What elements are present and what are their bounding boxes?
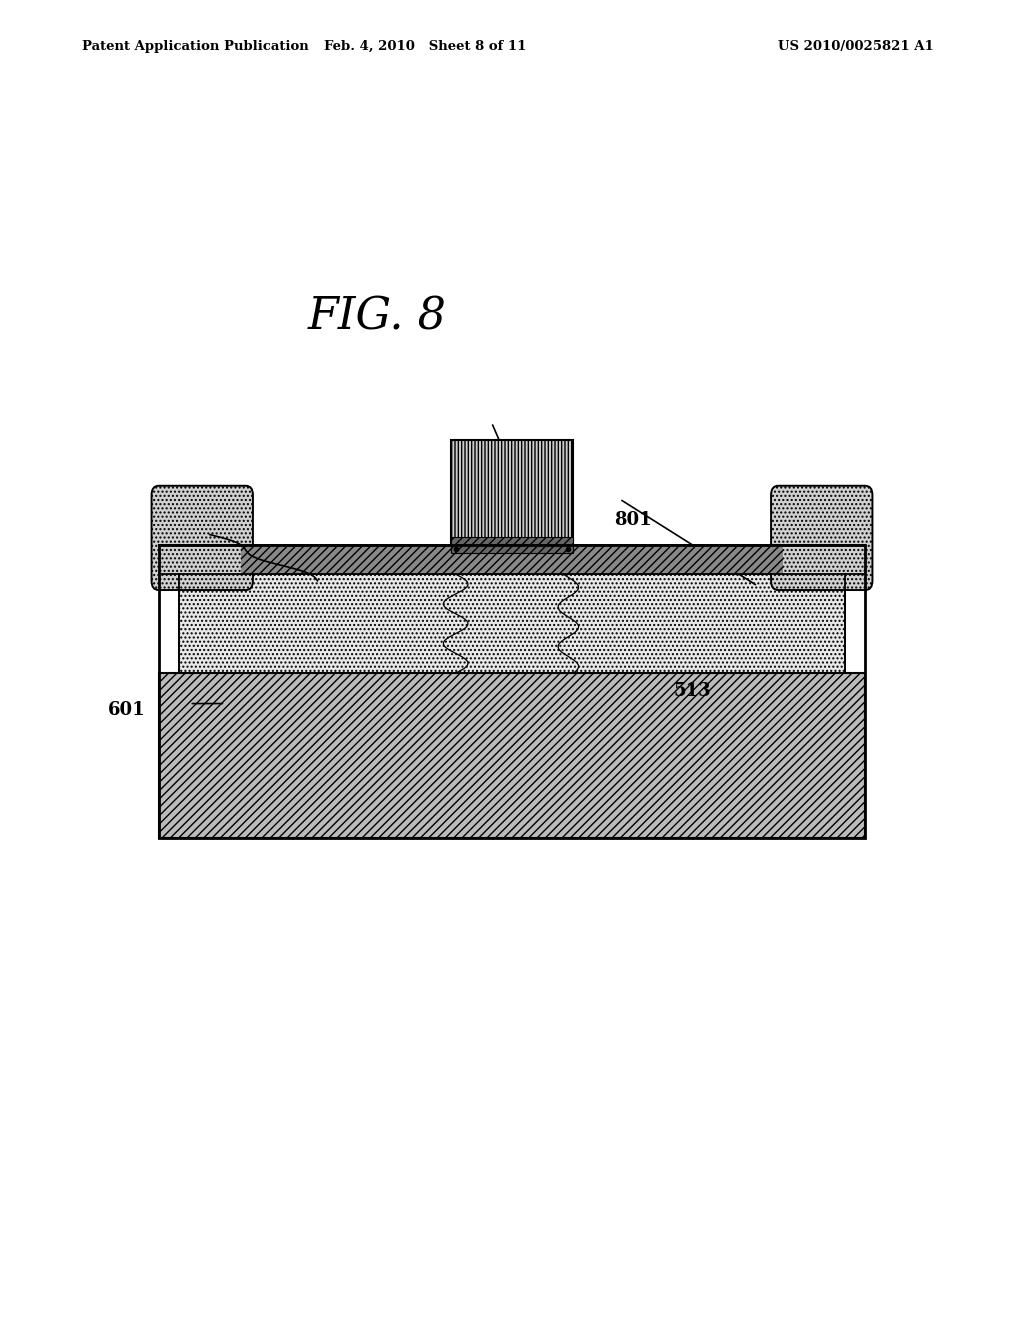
Text: US 2010/0025821 A1: US 2010/0025821 A1 [778, 40, 934, 53]
Text: 511: 511 [507, 495, 545, 513]
Bar [241, 545, 783, 574]
Text: 513: 513 [674, 682, 712, 701]
FancyBboxPatch shape [152, 486, 253, 590]
Bar [159, 545, 865, 838]
Text: 801: 801 [614, 511, 652, 529]
Bar [451, 440, 573, 545]
Bar [159, 545, 865, 574]
Text: Patent Application Publication: Patent Application Publication [82, 40, 308, 53]
Text: 711: 711 [159, 510, 197, 528]
Text: Feb. 4, 2010   Sheet 8 of 11: Feb. 4, 2010 Sheet 8 of 11 [324, 40, 526, 53]
Bar [179, 574, 845, 673]
Bar [451, 537, 573, 553]
FancyBboxPatch shape [771, 486, 872, 590]
Text: FIG. 8: FIG. 8 [307, 296, 446, 338]
Text: 601: 601 [108, 701, 145, 719]
Bar [159, 673, 865, 838]
